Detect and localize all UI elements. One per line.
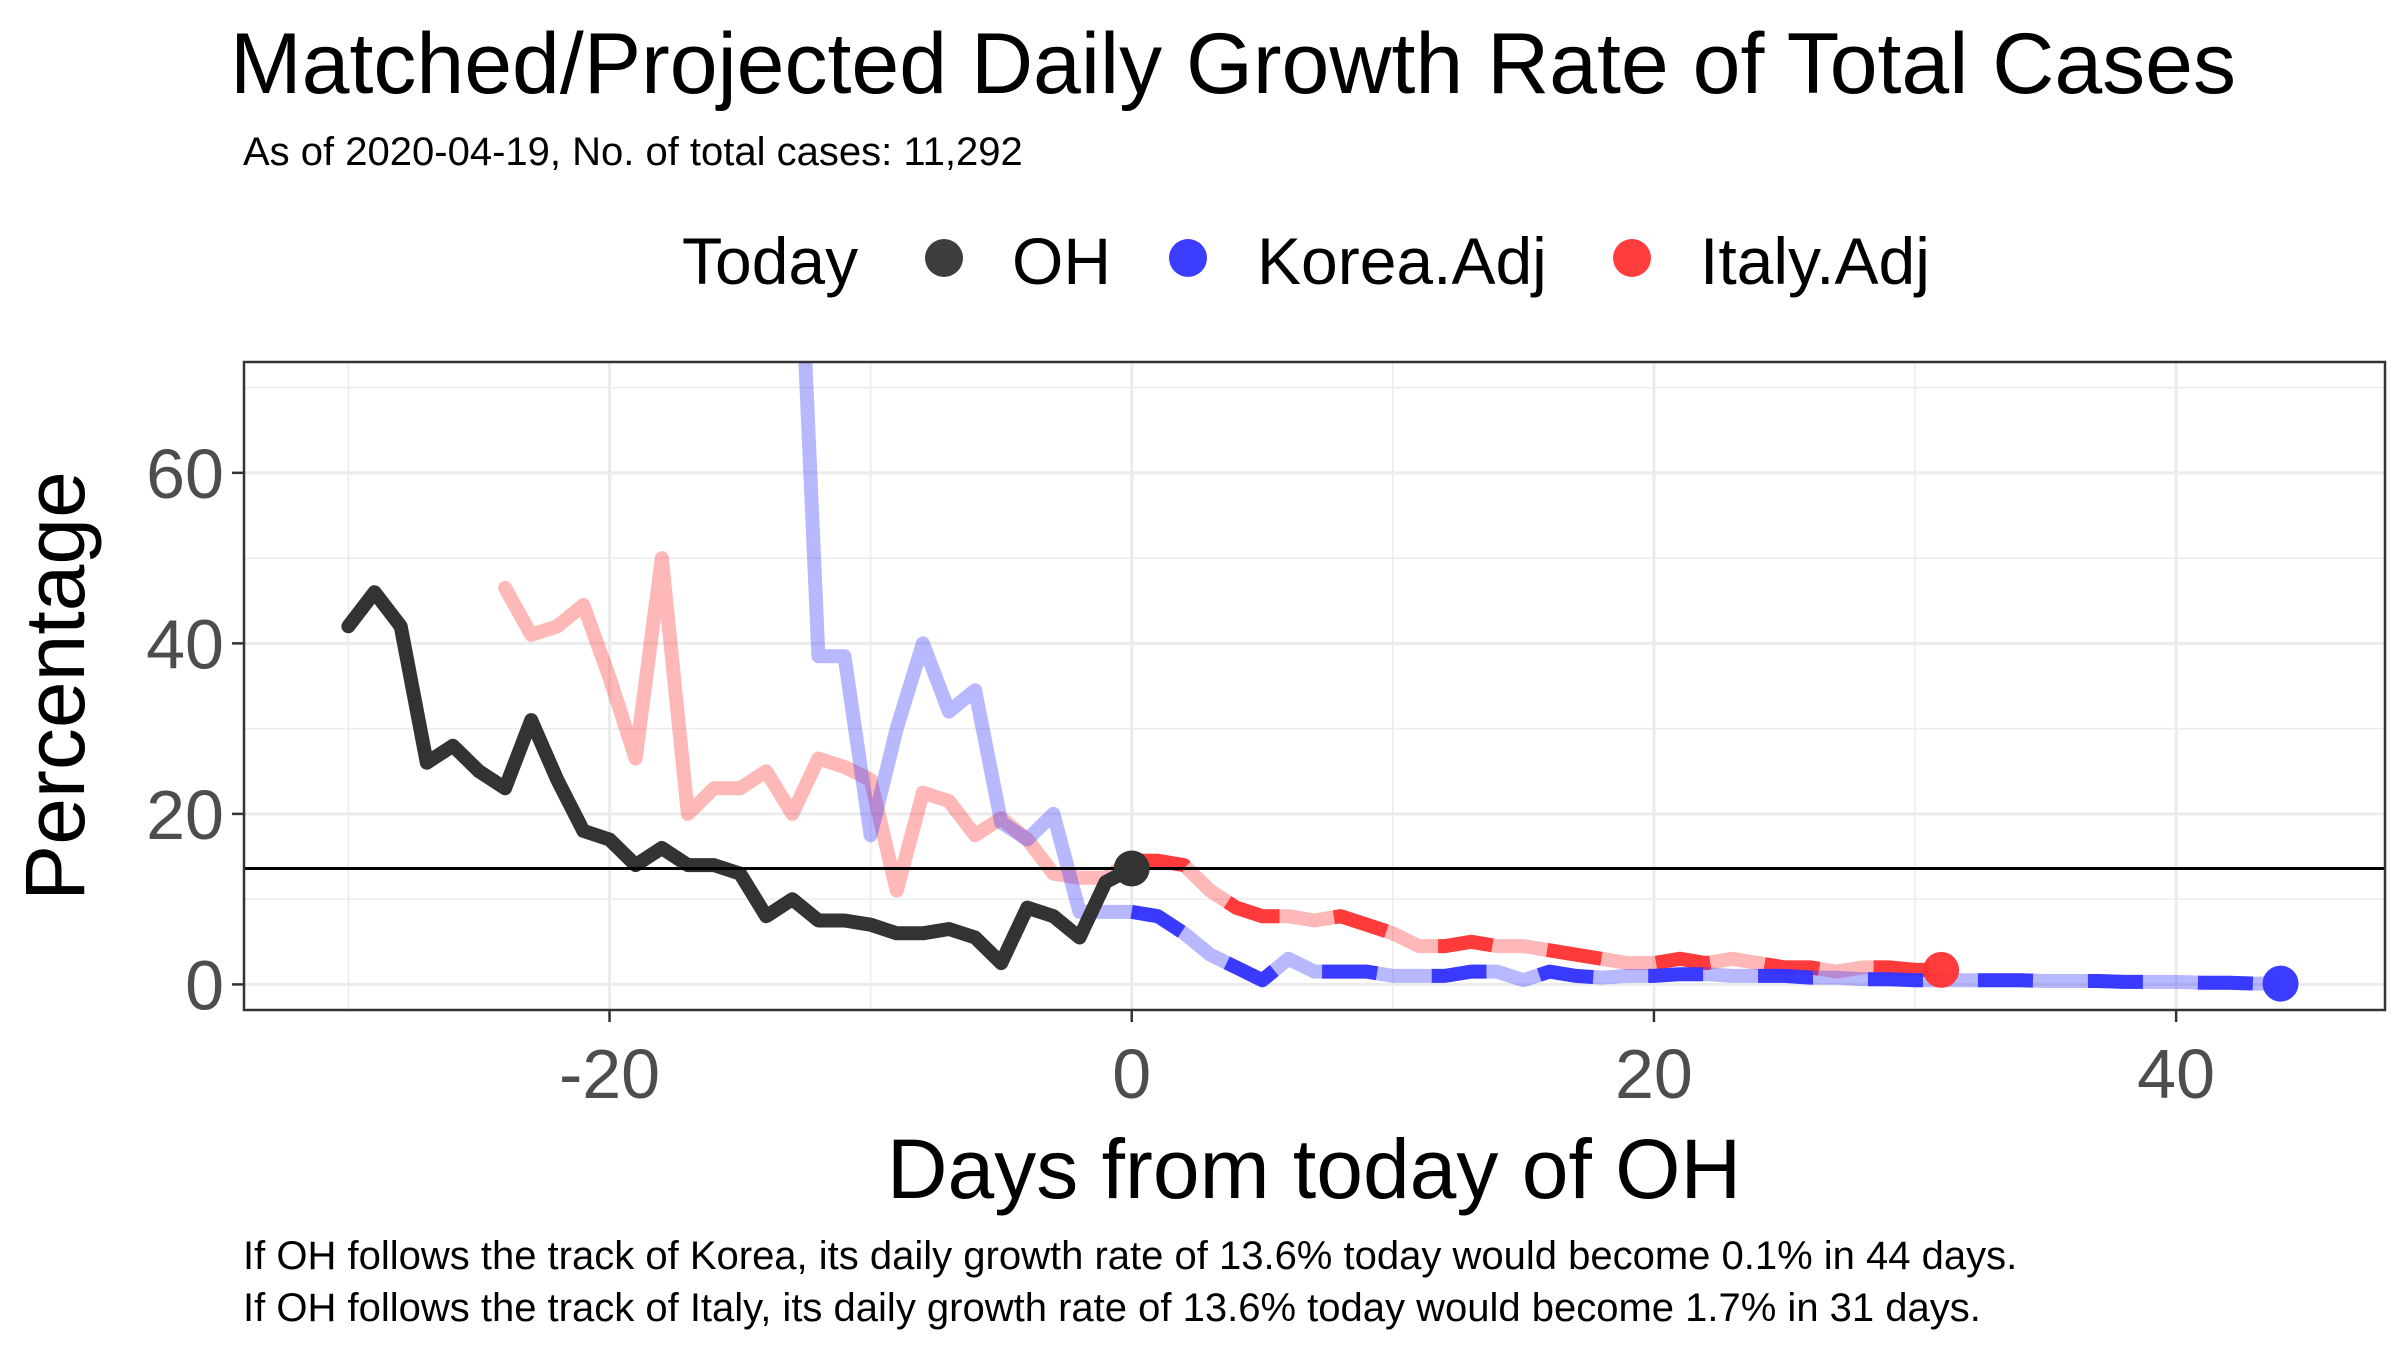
chart-subtitle: As of 2020-04-19, No. of total cases: 11… xyxy=(243,130,1023,174)
x-tick-label: -20 xyxy=(559,1035,660,1113)
oh-line xyxy=(341,585,1139,971)
legend-label: OH xyxy=(1012,224,1111,298)
oh-today-point xyxy=(1113,850,1150,887)
y-tick-label: 40 xyxy=(146,605,224,683)
y-axis-title: Percentage xyxy=(8,471,102,901)
y-tick-label: 0 xyxy=(185,946,224,1024)
caption-korea: If OH follows the track of Korea, its da… xyxy=(243,1234,2018,1278)
y-tick-label: 60 xyxy=(146,435,224,513)
caption-italy: If OH follows the track of Italy, its da… xyxy=(243,1286,1981,1330)
y-tick-label: 20 xyxy=(146,776,224,854)
korea-end-point xyxy=(2262,965,2299,1002)
legend-label: Italy.Adj xyxy=(1700,224,1930,298)
korea-future-line xyxy=(1130,904,2281,991)
plot-area xyxy=(244,362,2385,1010)
x-tick-label: 20 xyxy=(1615,1035,1693,1113)
legend-key xyxy=(925,239,963,277)
legend-key xyxy=(1613,239,1651,277)
italy-future-line xyxy=(1131,853,1942,979)
legend-label: Korea.Adj xyxy=(1257,224,1547,298)
italy-end-point xyxy=(1923,951,1960,988)
plot-border xyxy=(242,360,2387,1012)
x-tick-label: 40 xyxy=(2137,1035,2215,1113)
chart-title: Matched/Projected Daily Growth Rate of T… xyxy=(230,16,2237,112)
italy-past-line xyxy=(498,551,1139,898)
x-tick-label: 0 xyxy=(1112,1035,1151,1113)
legend-title: Today xyxy=(682,224,858,298)
legend-key xyxy=(1169,239,1207,277)
korea-past-line xyxy=(798,362,1139,919)
legend: Today OH Korea.Adj Italy.Adj xyxy=(682,224,1930,298)
x-axis-title: Days from today of OH xyxy=(887,1122,1741,1216)
grid xyxy=(244,362,2385,1010)
